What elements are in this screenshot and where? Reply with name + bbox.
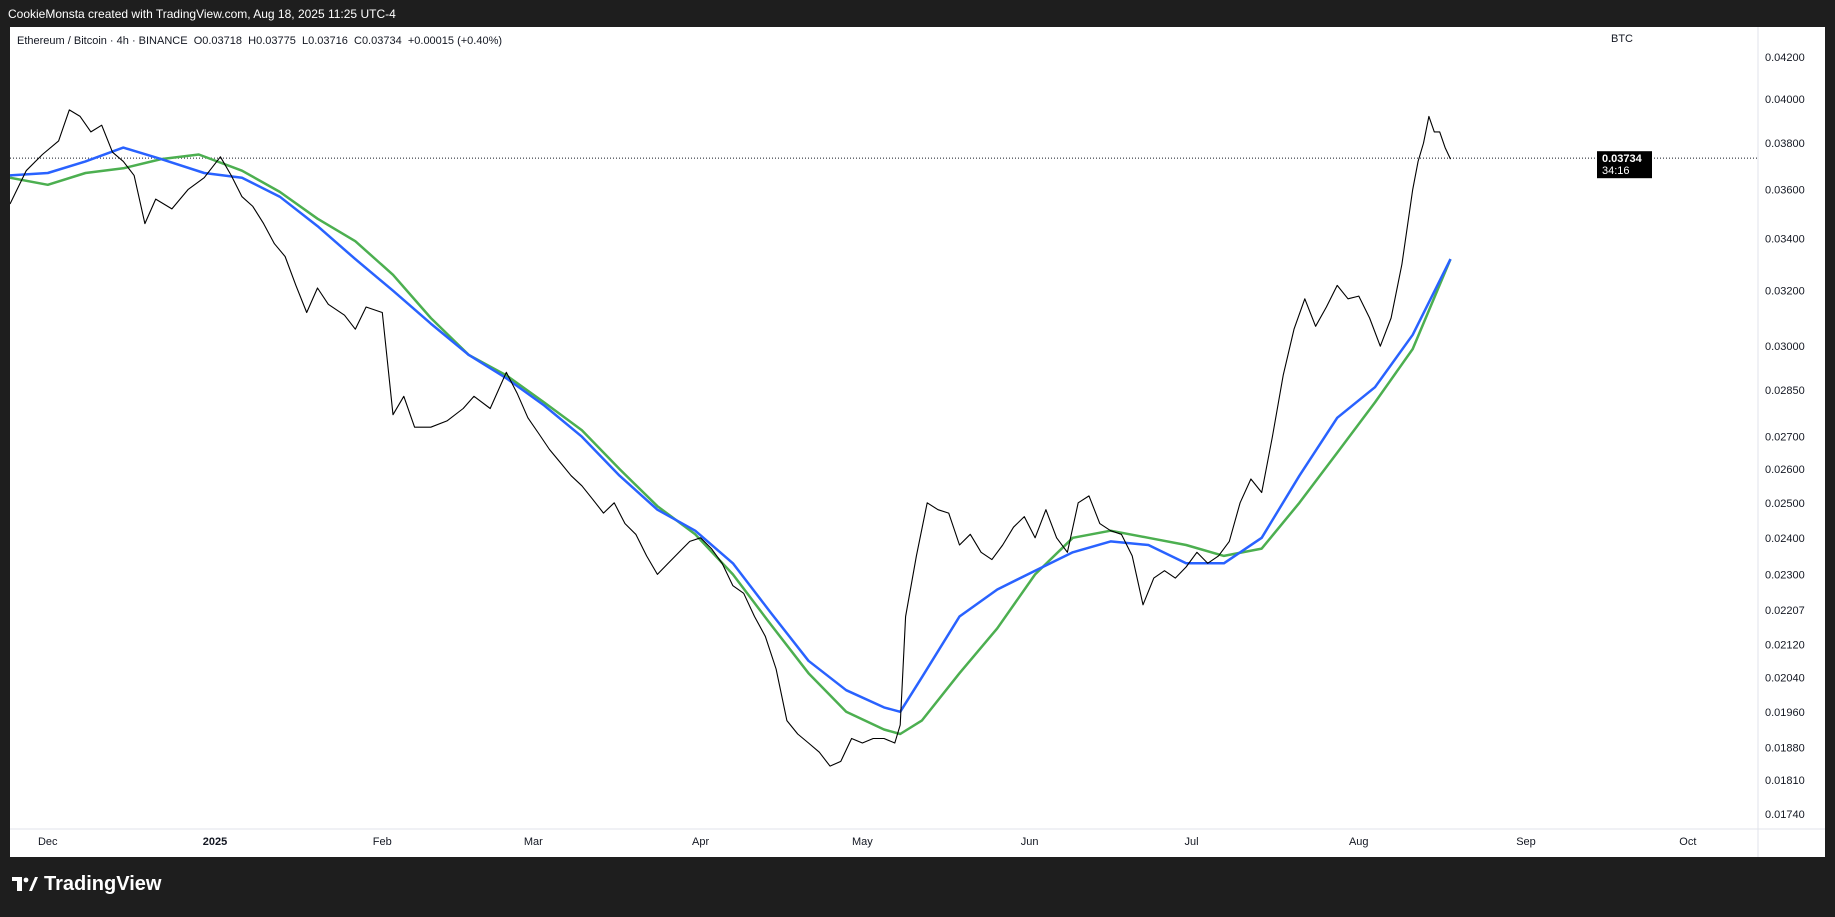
price-axis-unit: BTC — [1611, 33, 1633, 45]
time-tick-label: Aug — [1349, 836, 1369, 848]
price-tick-label: 0.01960 — [1765, 707, 1805, 719]
ohlc-low: L0.03716 — [301, 35, 348, 47]
price-tick-label: 0.03200 — [1765, 286, 1805, 298]
price-tick-label: 0.02850 — [1765, 385, 1805, 397]
price-tick-label: 0.02040 — [1765, 672, 1805, 684]
time-tick-label: May — [852, 836, 873, 848]
tradingview-logo-text: TradingView — [44, 873, 162, 895]
tradingview-logo[interactable]: TradingView — [12, 873, 161, 896]
plot-area[interactable] — [10, 109, 1758, 767]
price-tick-label: 0.02300 — [1765, 569, 1805, 581]
price-tick-label: 0.03000 — [1765, 341, 1805, 353]
price-tick-label: 0.03400 — [1765, 234, 1805, 246]
price-tick-label: 0.01810 — [1765, 775, 1805, 787]
time-axis[interactable]: Dec 2025 Feb Mar Apr May Jun Jul Aug Sep Oct — [10, 828, 1825, 848]
footer-bar: TradingView — [0, 857, 1835, 917]
time-tick-label: Sep — [1516, 836, 1536, 848]
last-price-badge-bg — [1597, 151, 1652, 179]
time-tick-label: Jul — [1184, 836, 1198, 848]
ohlc-open: O0.03718 — [193, 35, 243, 47]
time-tick-label: Feb — [373, 836, 392, 848]
price-tick-label: 0.01740 — [1765, 809, 1805, 821]
attribution-text: CookieMonsta created with TradingView.co… — [8, 7, 396, 21]
ohlc-close: C0.03734 — [354, 35, 402, 47]
price-tick-label: 0.02120 — [1765, 639, 1805, 651]
price-tick-label: 0.02500 — [1765, 498, 1805, 510]
price-axis[interactable]: BTC 0.04200 0.04000 0.03800 0.03600 0.03400 0… — [1611, 27, 1805, 857]
symbol-legend: Ethereum / Bitcoin · 4h · BINANCE O0.037… — [17, 35, 502, 47]
attribution-bar: CookieMonsta created with TradingView.co… — [0, 0, 1835, 28]
price-tick-label: 0.02700 — [1765, 432, 1805, 444]
price-tick-label: 0.02207 — [1765, 605, 1805, 617]
price-tick-label: 0.03800 — [1765, 138, 1805, 150]
tradingview-logo-icon — [12, 876, 38, 891]
last-price-badge-countdown: 34:16 — [1602, 165, 1630, 177]
price-tick-label: 0.04000 — [1765, 94, 1805, 106]
time-tick-label: 2025 — [203, 836, 227, 848]
last-price-badge-price: 0.03734 — [1602, 153, 1643, 165]
price-tick-label: 0.03600 — [1765, 185, 1805, 197]
chart-frame[interactable]: BTC 0.04200 0.04000 0.03800 0.03600 0.03400 0… — [10, 27, 1825, 857]
price-tick-label: 0.04200 — [1765, 52, 1805, 64]
ohlc-high: H0.03775 — [248, 35, 296, 47]
price-tick-label: 0.01880 — [1765, 743, 1805, 755]
price-tick-label: 0.02600 — [1765, 464, 1805, 476]
price-chart[interactable]: BTC 0.04200 0.04000 0.03800 0.03600 0.03400 0… — [10, 27, 1825, 857]
time-tick-label: Apr — [692, 836, 709, 848]
price-tick-label: 0.02400 — [1765, 533, 1805, 545]
symbol-name: Ethereum / Bitcoin · 4h · BINANCE — [17, 35, 188, 47]
series-ma-fast[interactable] — [10, 146, 1452, 714]
time-tick-label: Mar — [524, 836, 543, 848]
time-tick-label: Jun — [1021, 836, 1039, 848]
time-tick-label: Oct — [1679, 836, 1696, 848]
time-tick-label: Dec — [38, 836, 58, 848]
series-ma-slow[interactable] — [10, 153, 1452, 736]
ohlc-change: +0.00015 (+0.40%) — [407, 35, 503, 47]
last-price-badge: 0.03734 34:16 — [1597, 151, 1652, 179]
series-price[interactable] — [10, 109, 1451, 767]
